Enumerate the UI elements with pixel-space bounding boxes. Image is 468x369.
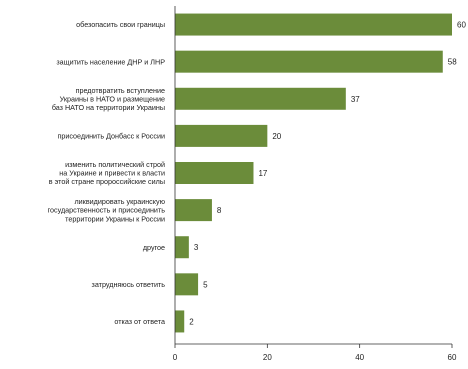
value-label: 2 — [189, 317, 194, 326]
x-tick-label: 0 — [173, 353, 178, 362]
category-label: другое — [143, 243, 165, 252]
value-label: 20 — [272, 132, 281, 141]
bar — [175, 87, 346, 110]
bar — [175, 124, 268, 147]
x-ticks-group: 0 20 40 60 — [173, 344, 457, 362]
bar — [175, 162, 254, 184]
bar — [175, 236, 189, 259]
value-label: 3 — [194, 243, 199, 252]
x-tick-label: 40 — [355, 353, 364, 362]
value-label: 5 — [203, 280, 208, 289]
value-label: 8 — [217, 206, 222, 215]
value-label: 58 — [448, 58, 457, 67]
x-tick-label: 60 — [448, 353, 457, 362]
category-label: обезопасить свои границы — [76, 20, 165, 29]
category-label: предотвратить вступление Украины в НАТО и… — [52, 86, 165, 112]
bar — [175, 50, 443, 73]
category-label: изменить политический строй на Украине и … — [49, 160, 165, 186]
bar — [175, 199, 212, 222]
bar — [175, 310, 185, 333]
x-tick-label: 20 — [263, 353, 272, 362]
category-label: защитить население ДНР и ЛНР — [56, 57, 165, 66]
category-label: ликвидировать украинскую государственност… — [48, 197, 166, 223]
category-label: присоединить Донбасс к России — [57, 131, 165, 140]
bar — [175, 13, 452, 36]
bars-group — [175, 13, 452, 333]
category-label: отказ от ответа — [114, 317, 165, 326]
category-labels-group: обезопасить свои границы защитить населен… — [48, 20, 166, 326]
bar — [175, 273, 199, 296]
value-label: 17 — [258, 169, 267, 178]
value-label: 60 — [457, 21, 466, 30]
category-label: затрудняюсь ответить — [92, 280, 166, 289]
value-labels-group: 60 58 37 20 17 8 3 5 2 — [189, 21, 466, 327]
value-label: 37 — [351, 95, 360, 104]
